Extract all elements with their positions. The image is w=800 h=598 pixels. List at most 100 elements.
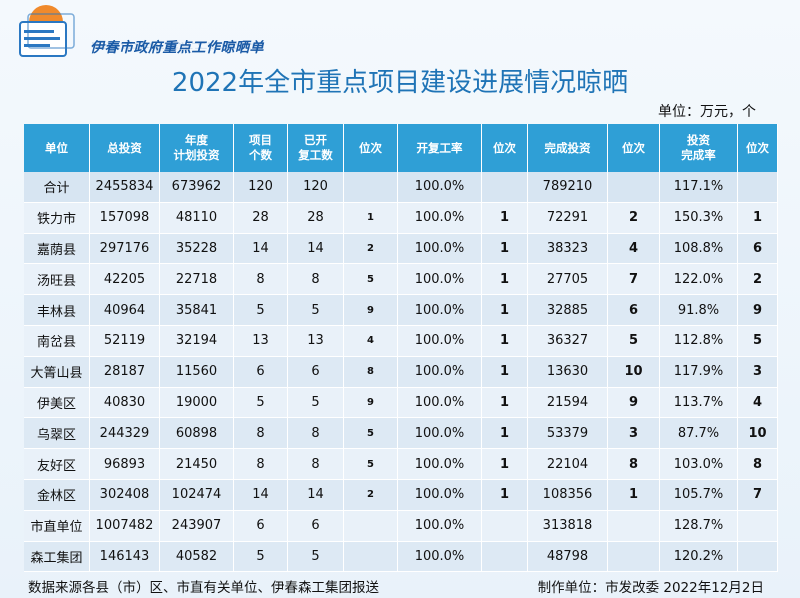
column-header: 位次: [608, 124, 660, 172]
rank-cell: 5: [344, 418, 398, 450]
table-cell: 120: [234, 172, 288, 203]
table-cell: 11560: [160, 356, 234, 388]
column-header-line1: 投资: [687, 133, 710, 147]
rank-cell: 1: [482, 387, 528, 419]
column-header-line1: 位次: [746, 140, 769, 155]
column-header: 总投资: [90, 124, 160, 172]
unit-name-cell: 合计: [24, 172, 90, 203]
column-header: 单位: [24, 124, 90, 172]
table-cell: 42205: [90, 264, 160, 296]
rank-cell: 8: [344, 356, 398, 388]
rank-cell: 9: [344, 387, 398, 419]
rank-cell: [738, 510, 778, 542]
column-header: 年度 计划投资: [160, 124, 234, 172]
rank-cell: 1: [608, 479, 660, 511]
table-cell: 120.2%: [660, 541, 738, 573]
table-cell: 60898: [160, 418, 234, 450]
table-row: 嘉荫县 297176 35228 14 14 2 100.0% 1 38323 4 108.8% 6: [24, 233, 778, 265]
table-row: 丰林县 40964 35841 5 5 9 100.0% 1 32885 6 91.8% 9: [24, 295, 778, 326]
column-header: 位次: [738, 124, 778, 172]
rank-cell: [344, 541, 398, 573]
table-cell: 128.7%: [660, 510, 738, 542]
rank-cell: 3: [608, 418, 660, 450]
table-cell: 8: [234, 449, 288, 480]
table-cell: 302408: [90, 479, 160, 511]
table-cell: 8: [234, 418, 288, 450]
rank-cell: 1: [482, 264, 528, 296]
rank-cell: 7: [608, 264, 660, 296]
rank-cell: 8: [738, 449, 778, 480]
rank-cell: 1: [482, 325, 528, 357]
table-row: 铁力市 157098 48110 28 28 1 100.0% 1 72291 2 150.3% 1: [24, 202, 778, 234]
table-row: 森工集团 146143 40582 5 5 100.0% 48798 120.2%: [24, 541, 778, 573]
table-cell: 108356: [528, 479, 608, 511]
project-progress-table: 单位 总投资 年度 计划投资 项目 个数 已开 复工数 位次 开复工率 位次 完成投资 位次 投资 完成率位…: [24, 124, 778, 573]
column-header-line1: 总投资: [107, 140, 142, 155]
table-cell: 6: [234, 356, 288, 388]
page-title: 2022年全市重点项目建设进展情况晾晒: [171, 68, 629, 98]
table-cell: 91.8%: [660, 295, 738, 326]
unit-name-cell: 金林区: [24, 479, 90, 511]
table-cell: 100.0%: [398, 202, 482, 234]
table-cell: 5: [234, 387, 288, 419]
table-cell: 117.9%: [660, 356, 738, 388]
rank-cell: 8: [608, 449, 660, 480]
table-cell: 40964: [90, 295, 160, 326]
column-header-line1: 年度: [185, 133, 208, 147]
unit-name-cell: 汤旺县: [24, 264, 90, 296]
table-cell: 8: [234, 264, 288, 296]
table-cell: 6: [288, 510, 344, 542]
table-row: 大箐山县 28187 11560 6 6 8 100.0% 1 13630 10 117.9% 3: [24, 356, 778, 388]
rank-cell: 4: [738, 387, 778, 419]
table-cell: 100.0%: [398, 510, 482, 542]
rank-cell: 1: [482, 233, 528, 265]
rank-cell: 1: [482, 418, 528, 450]
unit-name-cell: 友好区: [24, 449, 90, 480]
column-header-line1: 位次: [622, 140, 645, 155]
unit-name-cell: 丰林县: [24, 295, 90, 326]
table-cell: 297176: [90, 233, 160, 265]
table-cell: 100.0%: [398, 418, 482, 450]
table-row: 乌翠区 244329 60898 8 8 5 100.0% 1 53379 3 87.7% 10: [24, 418, 778, 450]
column-header-line1: 位次: [493, 140, 516, 155]
rank-cell: 5: [344, 449, 398, 480]
table-cell: 48798: [528, 541, 608, 573]
table-cell: 5: [234, 295, 288, 326]
unit-name-cell: 森工集团: [24, 541, 90, 573]
table-cell: 2455834: [90, 172, 160, 203]
table-cell: 14: [288, 233, 344, 265]
table-cell: 5: [234, 541, 288, 573]
table-cell: 13: [288, 325, 344, 357]
table-row: 金林区 302408 102474 14 14 2 100.0% 1 108356 1 105.7%…: [24, 479, 778, 511]
table-cell: 100.0%: [398, 541, 482, 573]
table-cell: 40582: [160, 541, 234, 573]
table-cell: 102474: [160, 479, 234, 511]
table-cell: 5: [288, 295, 344, 326]
table-cell: 146143: [90, 541, 160, 573]
rank-cell: 9: [738, 295, 778, 326]
table-cell: 112.8%: [660, 325, 738, 357]
rank-cell: 5: [738, 325, 778, 357]
table-cell: 48110: [160, 202, 234, 234]
organization-name: 伊春市政府重点工作晾晒单: [90, 40, 264, 56]
rank-cell: 4: [344, 325, 398, 357]
rank-cell: 1: [482, 356, 528, 388]
table-cell: 150.3%: [660, 202, 738, 234]
table-cell: 14: [288, 479, 344, 511]
rank-cell: [738, 541, 778, 573]
table-cell: 100.0%: [398, 325, 482, 357]
table-cell: 22104: [528, 449, 608, 480]
table-cell: 673962: [160, 172, 234, 203]
table-cell: 21594: [528, 387, 608, 419]
column-header-line1: 位次: [359, 140, 382, 155]
table-cell: 35841: [160, 295, 234, 326]
column-header: 完成投资: [528, 124, 608, 172]
unit-name-cell: 嘉荫县: [24, 233, 90, 265]
column-header-line1: 项目: [249, 133, 272, 147]
rank-cell: 10: [738, 418, 778, 450]
table-cell: 243907: [160, 510, 234, 542]
table-cell: 120: [288, 172, 344, 203]
table-cell: 22718: [160, 264, 234, 296]
rank-cell: 4: [608, 233, 660, 265]
column-header: 位次: [482, 124, 528, 172]
